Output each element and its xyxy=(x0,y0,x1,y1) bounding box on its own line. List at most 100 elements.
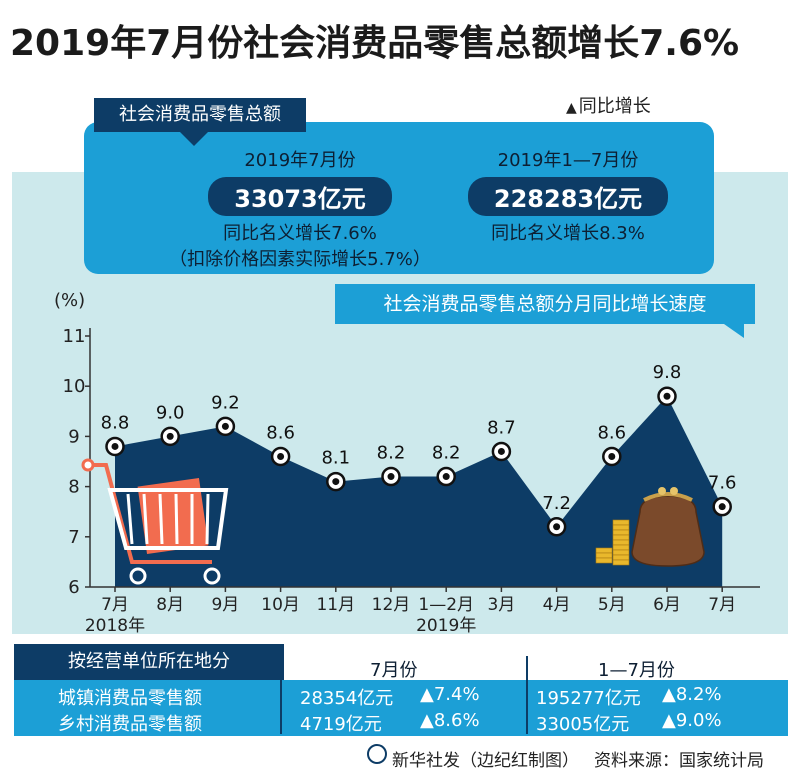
x-tick-label: 11月 xyxy=(316,595,355,615)
data-label: 9.8 xyxy=(653,362,682,383)
data-label: 7.2 xyxy=(542,493,571,514)
chart-title-pointer xyxy=(724,324,744,338)
legend-note-text: 同比增长 xyxy=(578,96,651,117)
coin-stack xyxy=(595,552,613,559)
data-label: 8.6 xyxy=(597,422,626,443)
cart-basket-bar xyxy=(158,493,164,545)
x-tick-label: 1—2月 xyxy=(418,595,474,615)
coin-stack xyxy=(612,549,630,556)
x-tick-label: 10月 xyxy=(261,595,300,615)
footer-source: 资料来源：国家统计局 xyxy=(594,751,764,771)
summary-tab: 社会消费品零售总额 xyxy=(94,98,306,132)
legend-note: ▲ 同比增长 xyxy=(566,92,651,118)
coin-stack xyxy=(595,547,613,554)
cart-wheel xyxy=(129,567,147,585)
data-label: 7.6 xyxy=(708,473,737,494)
x-tick-label: 7月 xyxy=(101,595,129,615)
cart-basket xyxy=(107,488,229,550)
data-point-center xyxy=(332,478,340,486)
x-tick-label: 7月 xyxy=(708,595,736,615)
y-tick-label: 6 xyxy=(68,577,79,598)
summary-july: 2019年7月份 33073亿元 同比名义增长7.6% （扣除价格因素实际增长5… xyxy=(150,146,450,271)
data-label: 8.1 xyxy=(321,448,350,469)
data-label: 8.8 xyxy=(101,412,130,433)
data-label: 8.7 xyxy=(487,417,516,438)
table-divider xyxy=(526,656,528,734)
purse-icon xyxy=(631,495,705,567)
x-tick-label: 4月 xyxy=(543,595,571,615)
year-label: 2018年 xyxy=(85,616,145,636)
summary-ytd: 2019年1—7月份 228283亿元 同比名义增长8.3% xyxy=(418,146,718,245)
data-point-center xyxy=(111,442,119,450)
cart-basket-bar xyxy=(205,493,210,545)
x-tick-label: 3月 xyxy=(487,595,515,615)
data-label: 8.2 xyxy=(377,443,406,464)
chart-title: 社会消费品零售总额分月同比增长速度 xyxy=(335,284,755,324)
y-tick-label: 10 xyxy=(63,376,86,397)
coin-stack xyxy=(612,519,630,526)
urban-ytd-growth: ▲8.2% xyxy=(662,684,722,705)
cart-handle xyxy=(81,458,95,472)
cart-basket-bar xyxy=(142,493,149,545)
ytd-period: 2019年1—7月份 xyxy=(497,150,639,171)
cart-basket-bar xyxy=(174,493,179,545)
data-label: 9.2 xyxy=(211,392,240,413)
data-point-center xyxy=(608,452,616,460)
year-label: 2019年 xyxy=(416,616,476,636)
y-axis-unit: (%) xyxy=(54,290,85,311)
coin-stack xyxy=(612,544,630,551)
data-point-center xyxy=(221,422,229,430)
cart-basket-bar xyxy=(126,493,134,545)
summary-tab-pointer xyxy=(180,132,208,146)
y-tick-label: 11 xyxy=(63,326,86,347)
data-point-center xyxy=(387,473,395,481)
coin-stack xyxy=(595,557,613,564)
rural-ytd-growth: ▲9.0% xyxy=(662,710,722,731)
data-label: 8.2 xyxy=(432,443,461,464)
rural-july-amount: 4719亿元 xyxy=(300,714,382,735)
july-real-growth: （扣除价格因素实际增长5.7%） xyxy=(169,249,431,270)
y-tick-label: 8 xyxy=(68,477,79,498)
x-tick-label: 9月 xyxy=(211,595,239,615)
x-tick-label: 6月 xyxy=(653,595,681,615)
urban-ytd-amount: 195277亿元 xyxy=(536,688,641,709)
rural-july-growth: ▲8.6% xyxy=(420,710,480,731)
coin-stack xyxy=(612,539,630,546)
purse-knob xyxy=(670,487,678,495)
xinhua-logo-icon xyxy=(367,744,387,764)
july-amount: 33073亿元 xyxy=(208,177,392,216)
rural-ytd-amount: 33005亿元 xyxy=(536,714,630,735)
table-period-ytd: 1—7月份 xyxy=(598,660,675,681)
row-rural-name: 乡村消费品零售额 xyxy=(58,714,202,735)
table-bar: 城镇消费品零售额 乡村消费品零售额 xyxy=(14,656,788,736)
july-growth: 同比名义增长7.6% xyxy=(223,223,377,244)
urban-july-growth: ▲7.4% xyxy=(420,684,480,705)
growth-area-chart: (%) 6 7 8 9 10 11 7月 8月 9月 10月 11月 12月 1—2月 3月 4月 5月 6月 7月… xyxy=(54,290,760,636)
july-period: 2019年7月份 xyxy=(244,150,356,171)
page-title: 2019年7月份社会消费品零售总额增长7.6% xyxy=(10,23,740,64)
table-period-july: 7月份 xyxy=(370,660,418,681)
y-tick-label: 9 xyxy=(68,426,79,447)
purse-knob xyxy=(658,487,666,495)
ytd-growth: 同比名义增长8.3% xyxy=(491,223,645,244)
coin-stack xyxy=(612,529,630,536)
purse-clasp xyxy=(643,492,693,502)
data-point-center xyxy=(277,452,285,460)
x-tick-label: 5月 xyxy=(598,595,626,615)
data-point-center xyxy=(663,392,671,400)
footer-credit: 新华社发（边纪红制图） xyxy=(392,751,579,771)
data-point-center xyxy=(442,473,450,481)
up-triangle-icon: ▲ xyxy=(566,100,577,116)
coin-stack xyxy=(612,559,630,566)
ytd-amount: 228283亿元 xyxy=(467,177,669,216)
coin-stack xyxy=(612,554,630,561)
data-point-center xyxy=(166,432,174,440)
coin-stack xyxy=(612,534,630,541)
table-divider xyxy=(280,656,282,734)
data-label: 8.6 xyxy=(266,422,295,443)
area-series xyxy=(115,396,723,587)
data-point-center xyxy=(553,523,561,531)
data-point-center xyxy=(497,447,505,455)
coin-stack xyxy=(612,524,630,531)
cart-wheel xyxy=(203,567,221,585)
